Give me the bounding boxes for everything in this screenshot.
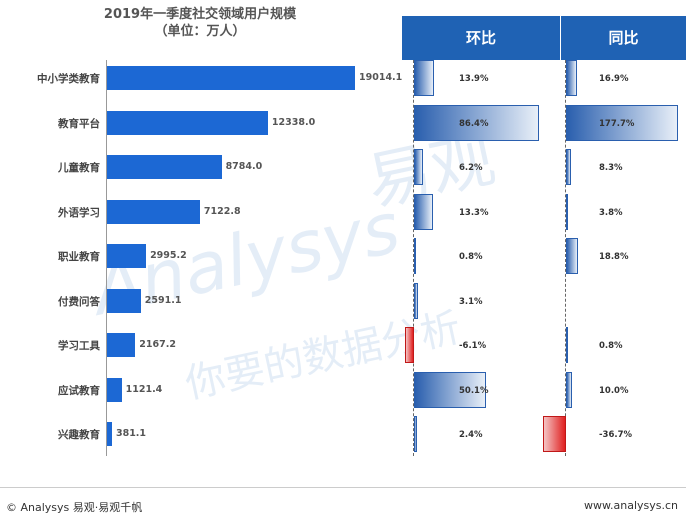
mom-label: 13.3%: [459, 207, 489, 218]
value-label: 19014.1: [359, 72, 403, 83]
value-bar: [107, 199, 200, 224]
yoy-label: -36.7%: [599, 430, 633, 440]
y-axis-line: [106, 60, 107, 456]
mom-bar: [414, 238, 416, 274]
yoy-label: 10.0%: [599, 385, 629, 396]
yoy-label: 18.8%: [599, 252, 629, 262]
mom-label: -6.1%: [459, 341, 487, 351]
mom-bar: [414, 416, 418, 452]
chart-title-line2: （单位：万人）: [154, 24, 246, 39]
yoy-bar: [566, 238, 578, 274]
yoy-header: 同比: [561, 16, 686, 60]
category-label: 应试教育: [58, 384, 100, 397]
watermark: Analysys 易观 你要的数据分析: [60, 122, 680, 440]
value-bar: [107, 244, 147, 268]
mom-header: 环比: [402, 16, 560, 60]
yoy-label: 0.8%: [599, 341, 623, 351]
chart-title: 2019年一季度社交领域用户规模 （单位：万人）: [0, 6, 400, 40]
category-label: 中小学类教育: [37, 73, 100, 85]
mom-label: 50.1%: [459, 385, 489, 396]
value-label: 8784.0: [225, 161, 263, 172]
category-label: 儿童教育: [58, 162, 100, 174]
footer-copyright: © Analysys 易观·易观千帆: [6, 501, 143, 514]
mom-bar: [414, 193, 434, 230]
category-label: 兴趣教育: [58, 429, 100, 441]
value-bar: [107, 110, 268, 135]
mom-bar: [414, 282, 419, 319]
value-label: 12338.0: [271, 116, 316, 128]
yoy-bar: [566, 149, 572, 185]
category-label: 学习工具: [58, 340, 100, 352]
mom-bar: [414, 60, 435, 96]
mom-label: 86.4%: [459, 118, 489, 129]
footer-website[interactable]: www.analysys.cn: [584, 499, 678, 512]
value-bar: [107, 377, 122, 402]
yoy-label: 16.9%: [599, 74, 629, 84]
mom-label: 2.4%: [459, 430, 483, 440]
value-bar: [107, 333, 136, 357]
category-label: 外语学习: [58, 206, 100, 219]
value-bar: [107, 422, 112, 446]
value-bar: [107, 155, 222, 179]
value-label: 381.1: [115, 428, 147, 439]
yoy-bar: [542, 416, 566, 452]
mom-bar: [414, 371, 487, 408]
mom-bar: [414, 104, 539, 141]
footer-divider: [0, 487, 686, 488]
yoy-bar: [566, 371, 573, 408]
mom-bar: [405, 327, 414, 363]
yoy-bar: [566, 60, 577, 96]
yoy-axis: [565, 60, 566, 456]
yoy-label: 8.3%: [599, 163, 623, 173]
category-label: 付费问答: [58, 295, 100, 308]
mom-label: 13.9%: [459, 74, 489, 84]
mom-bar: [414, 149, 423, 185]
category-label: 教育平台: [58, 117, 100, 130]
mom-label: 0.8%: [459, 252, 483, 262]
yoy-bar: [566, 327, 568, 363]
mom-label: 3.1%: [459, 296, 483, 307]
value-label: 2167.2: [139, 339, 176, 350]
value-label: 2995.2: [150, 250, 187, 261]
yoy-bar: [566, 193, 569, 230]
value-label: 2591.1: [144, 294, 182, 306]
value-label: 1121.4: [125, 383, 163, 395]
mom-label: 6.2%: [459, 163, 483, 173]
value-bar: [107, 288, 141, 313]
category-label: 职业教育: [58, 251, 100, 263]
yoy-bar: [566, 104, 678, 141]
yoy-label: 177.7%: [599, 118, 635, 129]
chart-title-line1: 2019年一季度社交领域用户规模: [103, 7, 297, 22]
value-label: 7122.8: [203, 205, 241, 217]
yoy-label: 3.8%: [599, 207, 623, 218]
value-bar: [107, 66, 355, 90]
mom-axis: [413, 60, 414, 456]
